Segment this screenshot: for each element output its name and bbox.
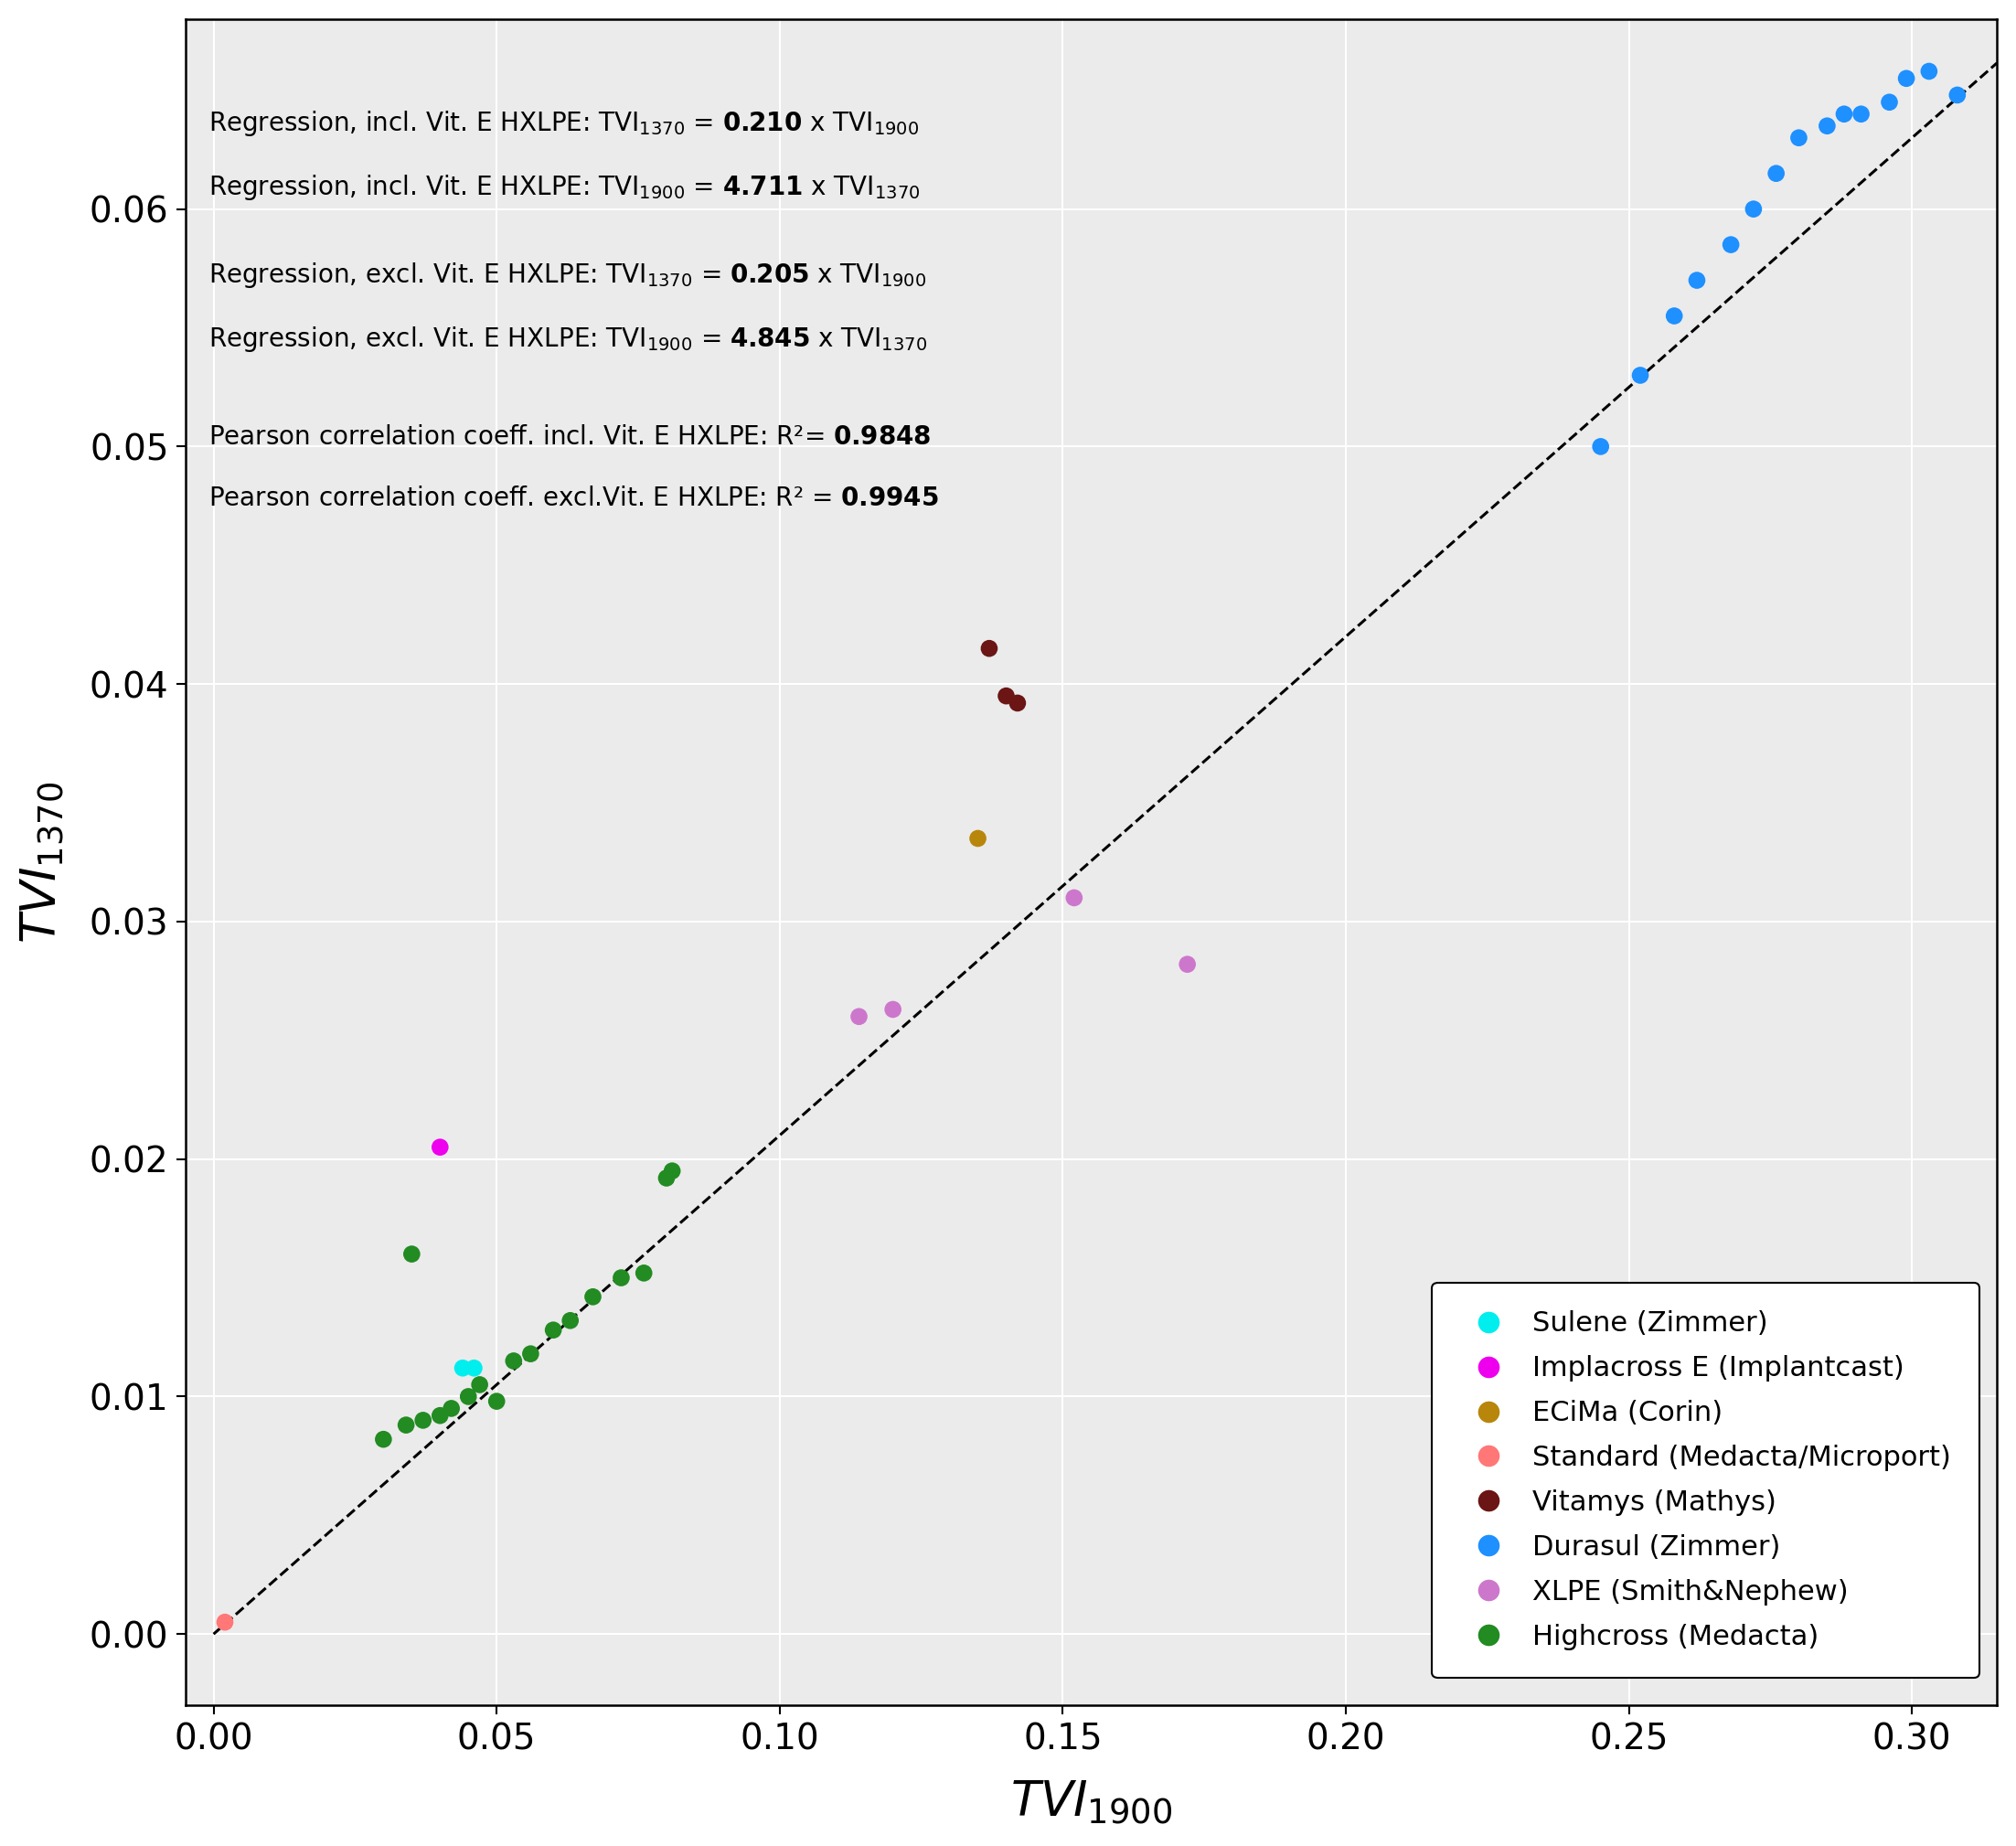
- Point: [655, 1156, 687, 1185]
- Point: [448, 1353, 480, 1383]
- Point: [1829, 100, 1861, 129]
- Text: Regression, excl. Vit. E HXLPE: TVI$_{1900}$ = $\mathbf{4.845}$ x TVI$_{1370}$: Regression, excl. Vit. E HXLPE: TVI$_{19…: [210, 325, 927, 354]
- Point: [458, 1353, 490, 1383]
- Point: [1913, 57, 1945, 87]
- Point: [627, 1259, 659, 1289]
- Point: [605, 1263, 637, 1292]
- Point: [1171, 949, 1204, 978]
- Point: [877, 995, 909, 1025]
- Text: Regression, incl. Vit. E HXLPE: TVI$_{1370}$ = $\mathbf{0.210}$ x TVI$_{1900}$: Regression, incl. Vit. E HXLPE: TVI$_{13…: [210, 109, 919, 138]
- Point: [464, 1370, 496, 1399]
- Point: [536, 1316, 569, 1346]
- X-axis label: $\mathit{TVI}_{1900}$: $\mathit{TVI}_{1900}$: [1010, 1780, 1171, 1828]
- Point: [974, 633, 1006, 663]
- Point: [1657, 301, 1689, 330]
- Point: [651, 1163, 683, 1193]
- Point: [1845, 100, 1877, 129]
- Point: [1002, 689, 1034, 718]
- Point: [389, 1410, 421, 1440]
- Point: [480, 1386, 512, 1416]
- Point: [452, 1383, 484, 1412]
- Point: [407, 1405, 439, 1434]
- Point: [210, 1608, 242, 1637]
- Point: [1681, 266, 1714, 295]
- Point: [1585, 432, 1617, 462]
- Point: [1625, 360, 1657, 390]
- Point: [1716, 231, 1748, 260]
- Text: Regression, excl. Vit. E HXLPE: TVI$_{1370}$ = $\mathbf{0.205}$ x TVI$_{1900}$: Regression, excl. Vit. E HXLPE: TVI$_{13…: [210, 260, 927, 290]
- Point: [1058, 882, 1091, 912]
- Point: [577, 1281, 609, 1311]
- Point: [423, 1132, 456, 1161]
- Point: [554, 1305, 587, 1335]
- Point: [1891, 63, 1923, 92]
- Point: [843, 1002, 875, 1032]
- Point: [435, 1394, 468, 1423]
- Legend: Sulene (Zimmer), Implacross E (Implantcast), ECiMa (Corin), Standard (Medacta/Mi: Sulene (Zimmer), Implacross E (Implantca…: [1431, 1283, 1980, 1678]
- Y-axis label: $\mathit{TVI}_{1370}$: $\mathit{TVI}_{1370}$: [18, 781, 67, 943]
- Point: [514, 1338, 546, 1368]
- Point: [367, 1425, 399, 1455]
- Point: [1941, 79, 1974, 109]
- Point: [1873, 87, 1905, 116]
- Point: [395, 1239, 427, 1268]
- Text: Regression, incl. Vit. E HXLPE: TVI$_{1900}$ = $\mathbf{4.711}$ x TVI$_{1370}$: Regression, incl. Vit. E HXLPE: TVI$_{19…: [210, 174, 921, 203]
- Text: Pearson correlation coeff. excl.Vit. E HXLPE: R² = $\mathbf{0.9945}$: Pearson correlation coeff. excl.Vit. E H…: [210, 485, 939, 511]
- Point: [423, 1401, 456, 1431]
- Point: [1810, 111, 1843, 140]
- Point: [962, 823, 994, 853]
- Point: [990, 681, 1022, 711]
- Point: [1738, 194, 1770, 223]
- Point: [1760, 159, 1792, 188]
- Text: Pearson correlation coeff. incl. Vit. E HXLPE: R²= $\mathbf{0.9848}$: Pearson correlation coeff. incl. Vit. E …: [210, 425, 931, 450]
- Point: [1782, 124, 1814, 153]
- Point: [498, 1346, 530, 1375]
